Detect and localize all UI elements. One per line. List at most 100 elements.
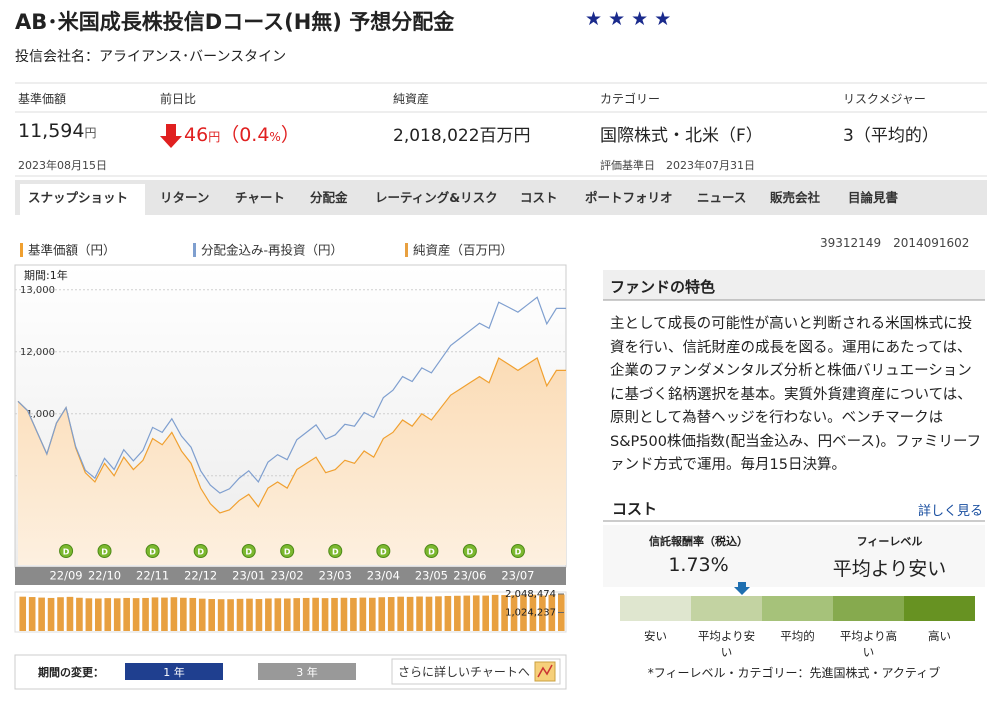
legend-label: 分配金込み-再投資（円）: [201, 243, 343, 258]
scale-label: 安い: [644, 629, 667, 643]
bar: [406, 596, 414, 631]
legend-swatch: [405, 243, 408, 257]
tab[interactable]: 分配金: [310, 190, 348, 205]
label: リスクメジャー: [843, 92, 926, 106]
button[interactable]: 3 年: [296, 666, 318, 679]
x-tick-label: 23/07: [501, 569, 534, 583]
button-bg: [125, 663, 223, 680]
tab[interactable]: 販売会社: [770, 190, 821, 205]
unit: 円: [84, 126, 97, 140]
scale-seg: [762, 596, 833, 621]
bar: [161, 597, 168, 631]
bar: [19, 596, 27, 631]
value: 11,594: [18, 120, 85, 142]
tab[interactable]: 目論見書: [848, 190, 899, 205]
bar: [85, 598, 93, 631]
x-tick-label: 23/05: [415, 569, 448, 583]
dist-icon-label: D: [284, 548, 291, 557]
label: 基準価額: [18, 92, 67, 106]
level: 平均より安い: [832, 558, 947, 580]
bar: [331, 597, 338, 631]
bar: [472, 595, 480, 631]
value: 2,018,022百万円: [393, 126, 531, 146]
period-label: 期間の変更：: [38, 666, 104, 679]
month-band: [15, 567, 566, 585]
down-arrow: [160, 124, 182, 148]
change: 46円（0.4%）: [184, 120, 300, 147]
x-tick-label: 23/06: [453, 569, 486, 583]
label: 前日比: [160, 92, 197, 106]
y-tick-label: 11,000: [20, 409, 55, 420]
dist-icon-label: D: [63, 548, 70, 557]
bar: [378, 597, 386, 631]
bar: [170, 597, 178, 631]
bar: [397, 596, 404, 631]
tab[interactable]: コスト: [520, 190, 558, 205]
tab[interactable]: リターン: [160, 190, 210, 205]
dist-icon-label: D: [101, 548, 108, 557]
label: 純資産: [393, 92, 430, 106]
value: 3（平均的）: [843, 126, 939, 146]
dist-icon: [510, 544, 525, 558]
bar: [180, 597, 187, 631]
x-tick-label: 22/10: [88, 569, 121, 583]
bar: [198, 598, 206, 631]
bar: [293, 598, 301, 631]
bar: [76, 597, 83, 631]
date: 評価基準日 2023年07月31日: [600, 159, 755, 172]
bar: [38, 597, 45, 631]
value: 国際株式・北米（F）: [600, 126, 763, 146]
button-bg: [258, 663, 356, 680]
bar: [510, 595, 518, 631]
bar: [321, 598, 329, 631]
bar: [454, 595, 461, 631]
bar: [95, 598, 102, 631]
x-tick-label: 22/11: [136, 569, 169, 583]
bar: [529, 594, 537, 631]
pct: ）: [280, 124, 300, 146]
bar: [274, 598, 282, 631]
scale-seg: [904, 596, 975, 621]
label: 信託報酬率（税込）: [649, 535, 748, 548]
scale-label: 高い: [928, 629, 951, 643]
bar: [463, 595, 471, 631]
x-tick-label: 23/01: [232, 569, 265, 583]
bar: [416, 596, 423, 631]
bar: [132, 598, 140, 631]
dist-icon: [328, 544, 343, 558]
tab[interactable]: ポートフォリオ: [585, 190, 673, 205]
bar: [283, 598, 291, 631]
fee: 1.73%: [668, 554, 729, 576]
line: [17, 296, 566, 494]
dist-icon: [59, 544, 74, 558]
active-tab-bg: [20, 184, 145, 215]
tab-bar: [15, 180, 987, 215]
scale-label: 平均的: [780, 629, 815, 643]
bar: [501, 595, 508, 631]
dist-icon-label: D: [428, 548, 435, 557]
bar: [548, 594, 556, 631]
x-tick-label: 22/09: [49, 569, 82, 583]
tab[interactable]: スナップショット: [28, 190, 129, 205]
tab[interactable]: チャート: [235, 190, 285, 205]
bar: [246, 598, 253, 631]
feature-head-bg: [603, 270, 985, 300]
button[interactable]: 1 年: [163, 666, 185, 679]
bar: [217, 599, 225, 631]
legend-swatch: [193, 243, 196, 257]
unit: %: [269, 130, 281, 144]
x-tick-label: 22/12: [184, 569, 217, 583]
chart-icon-line: [537, 664, 553, 678]
company: 投信会社名：アライアンス･バーンスタイン: [15, 49, 287, 65]
bar: [151, 597, 159, 631]
tab[interactable]: ニュース: [697, 190, 747, 205]
bar: [444, 595, 452, 631]
link[interactable]: 詳しく見る: [918, 504, 984, 519]
bar: [255, 599, 263, 631]
pct: （0.4: [220, 124, 270, 146]
tab[interactable]: レーティング&リスク: [375, 190, 498, 205]
dist-icon: [424, 544, 439, 558]
bar: [236, 598, 244, 631]
link[interactable]: さらに詳しいチャートへ: [398, 665, 530, 679]
